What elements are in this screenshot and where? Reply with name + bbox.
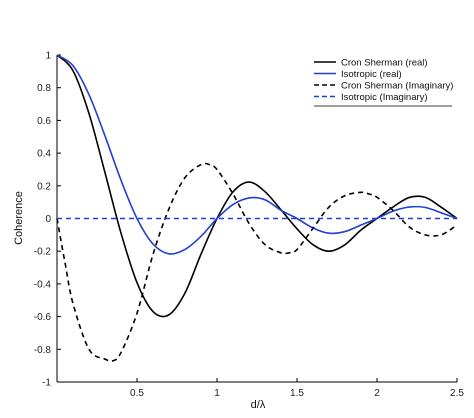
legend-label-cron-sherman-real: Cron Sherman (real) bbox=[341, 58, 428, 69]
series-line-cron-sherman-real bbox=[56, 54, 458, 318]
legend: Cron Sherman (real)Isotropic (real)Cron … bbox=[314, 58, 453, 107]
y-tick-label: 1 bbox=[45, 51, 51, 62]
series-line-cron-sherman-imaginary bbox=[56, 162, 458, 363]
y-tick-label: -0.2 bbox=[34, 247, 52, 258]
x-tick-label: 1.5 bbox=[290, 388, 304, 399]
series-layer bbox=[56, 54, 458, 363]
y-tick-label: -1 bbox=[42, 378, 51, 389]
x-axis-label: d/λ bbox=[251, 399, 266, 411]
x-tick-label: 2 bbox=[374, 388, 380, 399]
legend-label-isotropic-real: Isotropic (real) bbox=[341, 69, 402, 80]
x-tick-label: 1 bbox=[214, 388, 220, 399]
y-tick-label: 0.4 bbox=[37, 149, 51, 160]
series-line-isotropic-real bbox=[56, 54, 458, 255]
x-tick-label: 0.5 bbox=[130, 388, 144, 399]
x-tick-label: 2.5 bbox=[450, 388, 464, 399]
legend-label-cron-sherman-imaginary: Cron Sherman (Imaginary) bbox=[341, 81, 453, 92]
axes: 0.5 1 1.5 2 2.5 1 0.8 0.6 0.4 0.2 0 -0.2 -0.4 -0.6 -0.… bbox=[34, 51, 465, 400]
y-tick-label: -0.4 bbox=[34, 279, 52, 290]
y-tick-label: 0 bbox=[45, 214, 51, 225]
y-tick-label: 0.2 bbox=[37, 181, 51, 192]
legend-label-isotropic-imaginary: Isotropic (Imaginary) bbox=[341, 92, 428, 103]
y-axis-label: Coherence bbox=[13, 191, 25, 245]
y-tick-label: -0.6 bbox=[34, 312, 52, 323]
y-tick-label: 0.6 bbox=[37, 116, 51, 127]
y-tick-label: 0.8 bbox=[37, 83, 51, 94]
y-tick-label: -0.8 bbox=[34, 345, 52, 356]
